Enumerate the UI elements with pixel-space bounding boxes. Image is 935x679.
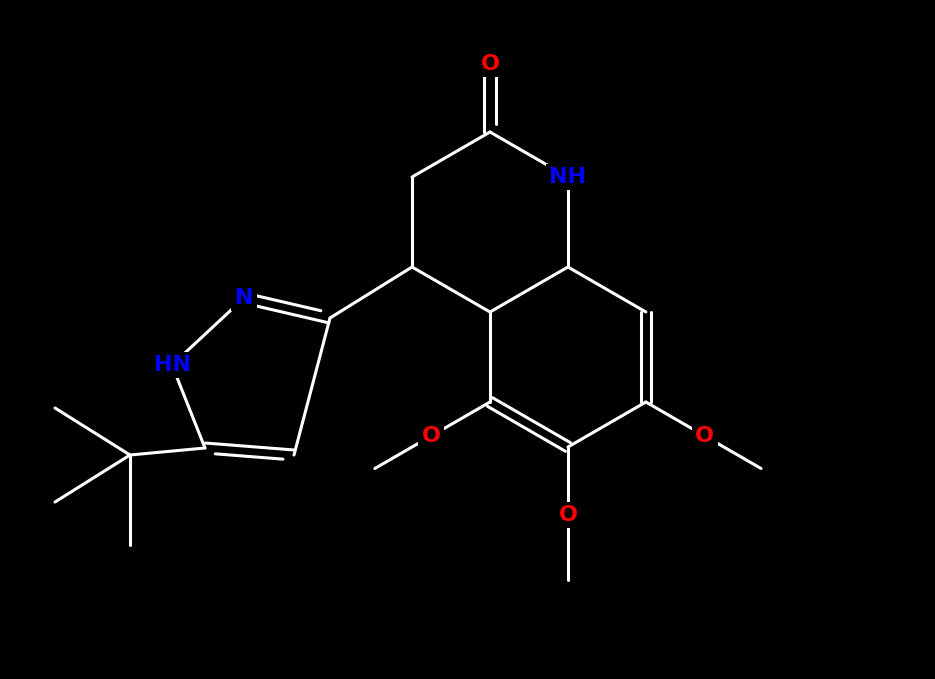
Text: O: O <box>422 426 440 446</box>
Text: O: O <box>481 54 499 74</box>
Text: O: O <box>558 505 578 525</box>
Text: O: O <box>696 426 714 446</box>
Text: N: N <box>235 288 253 308</box>
Text: NH: NH <box>550 167 586 187</box>
Text: HN: HN <box>153 355 191 375</box>
